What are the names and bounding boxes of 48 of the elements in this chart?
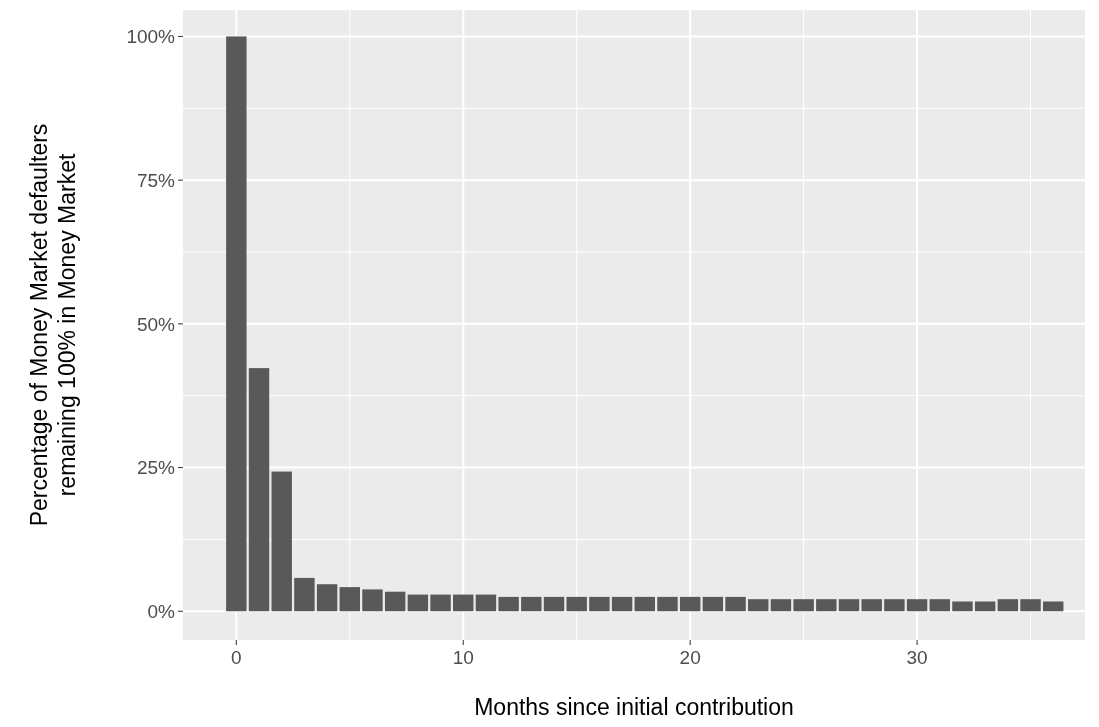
y-axis-title: Percentage of Money Market defaulters remaining 100% in Money Market (26, 123, 80, 527)
bar (929, 599, 950, 612)
y-tick-label: 100% (126, 26, 176, 48)
bar (634, 596, 655, 612)
bar (430, 594, 451, 612)
bar (906, 599, 928, 612)
bar (271, 471, 292, 612)
bar (1043, 601, 1064, 612)
bar (1020, 599, 1041, 612)
bar (362, 589, 383, 612)
bar (748, 599, 769, 612)
x-tick-label: 10 (452, 647, 474, 668)
bar (657, 596, 678, 612)
bar (952, 601, 973, 612)
x-tick-label: 20 (679, 647, 701, 668)
y-tick-label: 50% (136, 313, 176, 335)
bar (339, 587, 360, 612)
bar (793, 599, 814, 612)
bar (226, 36, 247, 612)
y-tick-label: 0% (147, 600, 176, 622)
bar (838, 599, 860, 612)
bar (997, 599, 1019, 612)
bar (589, 596, 610, 612)
bar (475, 594, 497, 612)
x-axis-title: Months since initial contribution (474, 694, 794, 720)
bar (316, 584, 338, 612)
bar (884, 599, 905, 612)
x-tick-label: 30 (906, 647, 928, 668)
bar (816, 599, 837, 612)
bar (407, 594, 429, 612)
bar (770, 599, 792, 612)
bar (974, 601, 996, 612)
bar (611, 596, 633, 612)
bar (566, 596, 587, 612)
bar (453, 594, 474, 612)
bar (384, 591, 406, 612)
bar (679, 596, 701, 612)
x-tick-label: 0 (231, 647, 242, 668)
y-tick-label: 25% (136, 457, 176, 479)
bar (543, 596, 565, 612)
bar (248, 368, 270, 612)
bar (498, 596, 519, 612)
bar (861, 599, 882, 612)
bar (725, 596, 746, 612)
bar (521, 596, 542, 612)
bar (702, 596, 724, 612)
y-tick-label: 75% (136, 169, 176, 191)
bar (294, 577, 315, 612)
